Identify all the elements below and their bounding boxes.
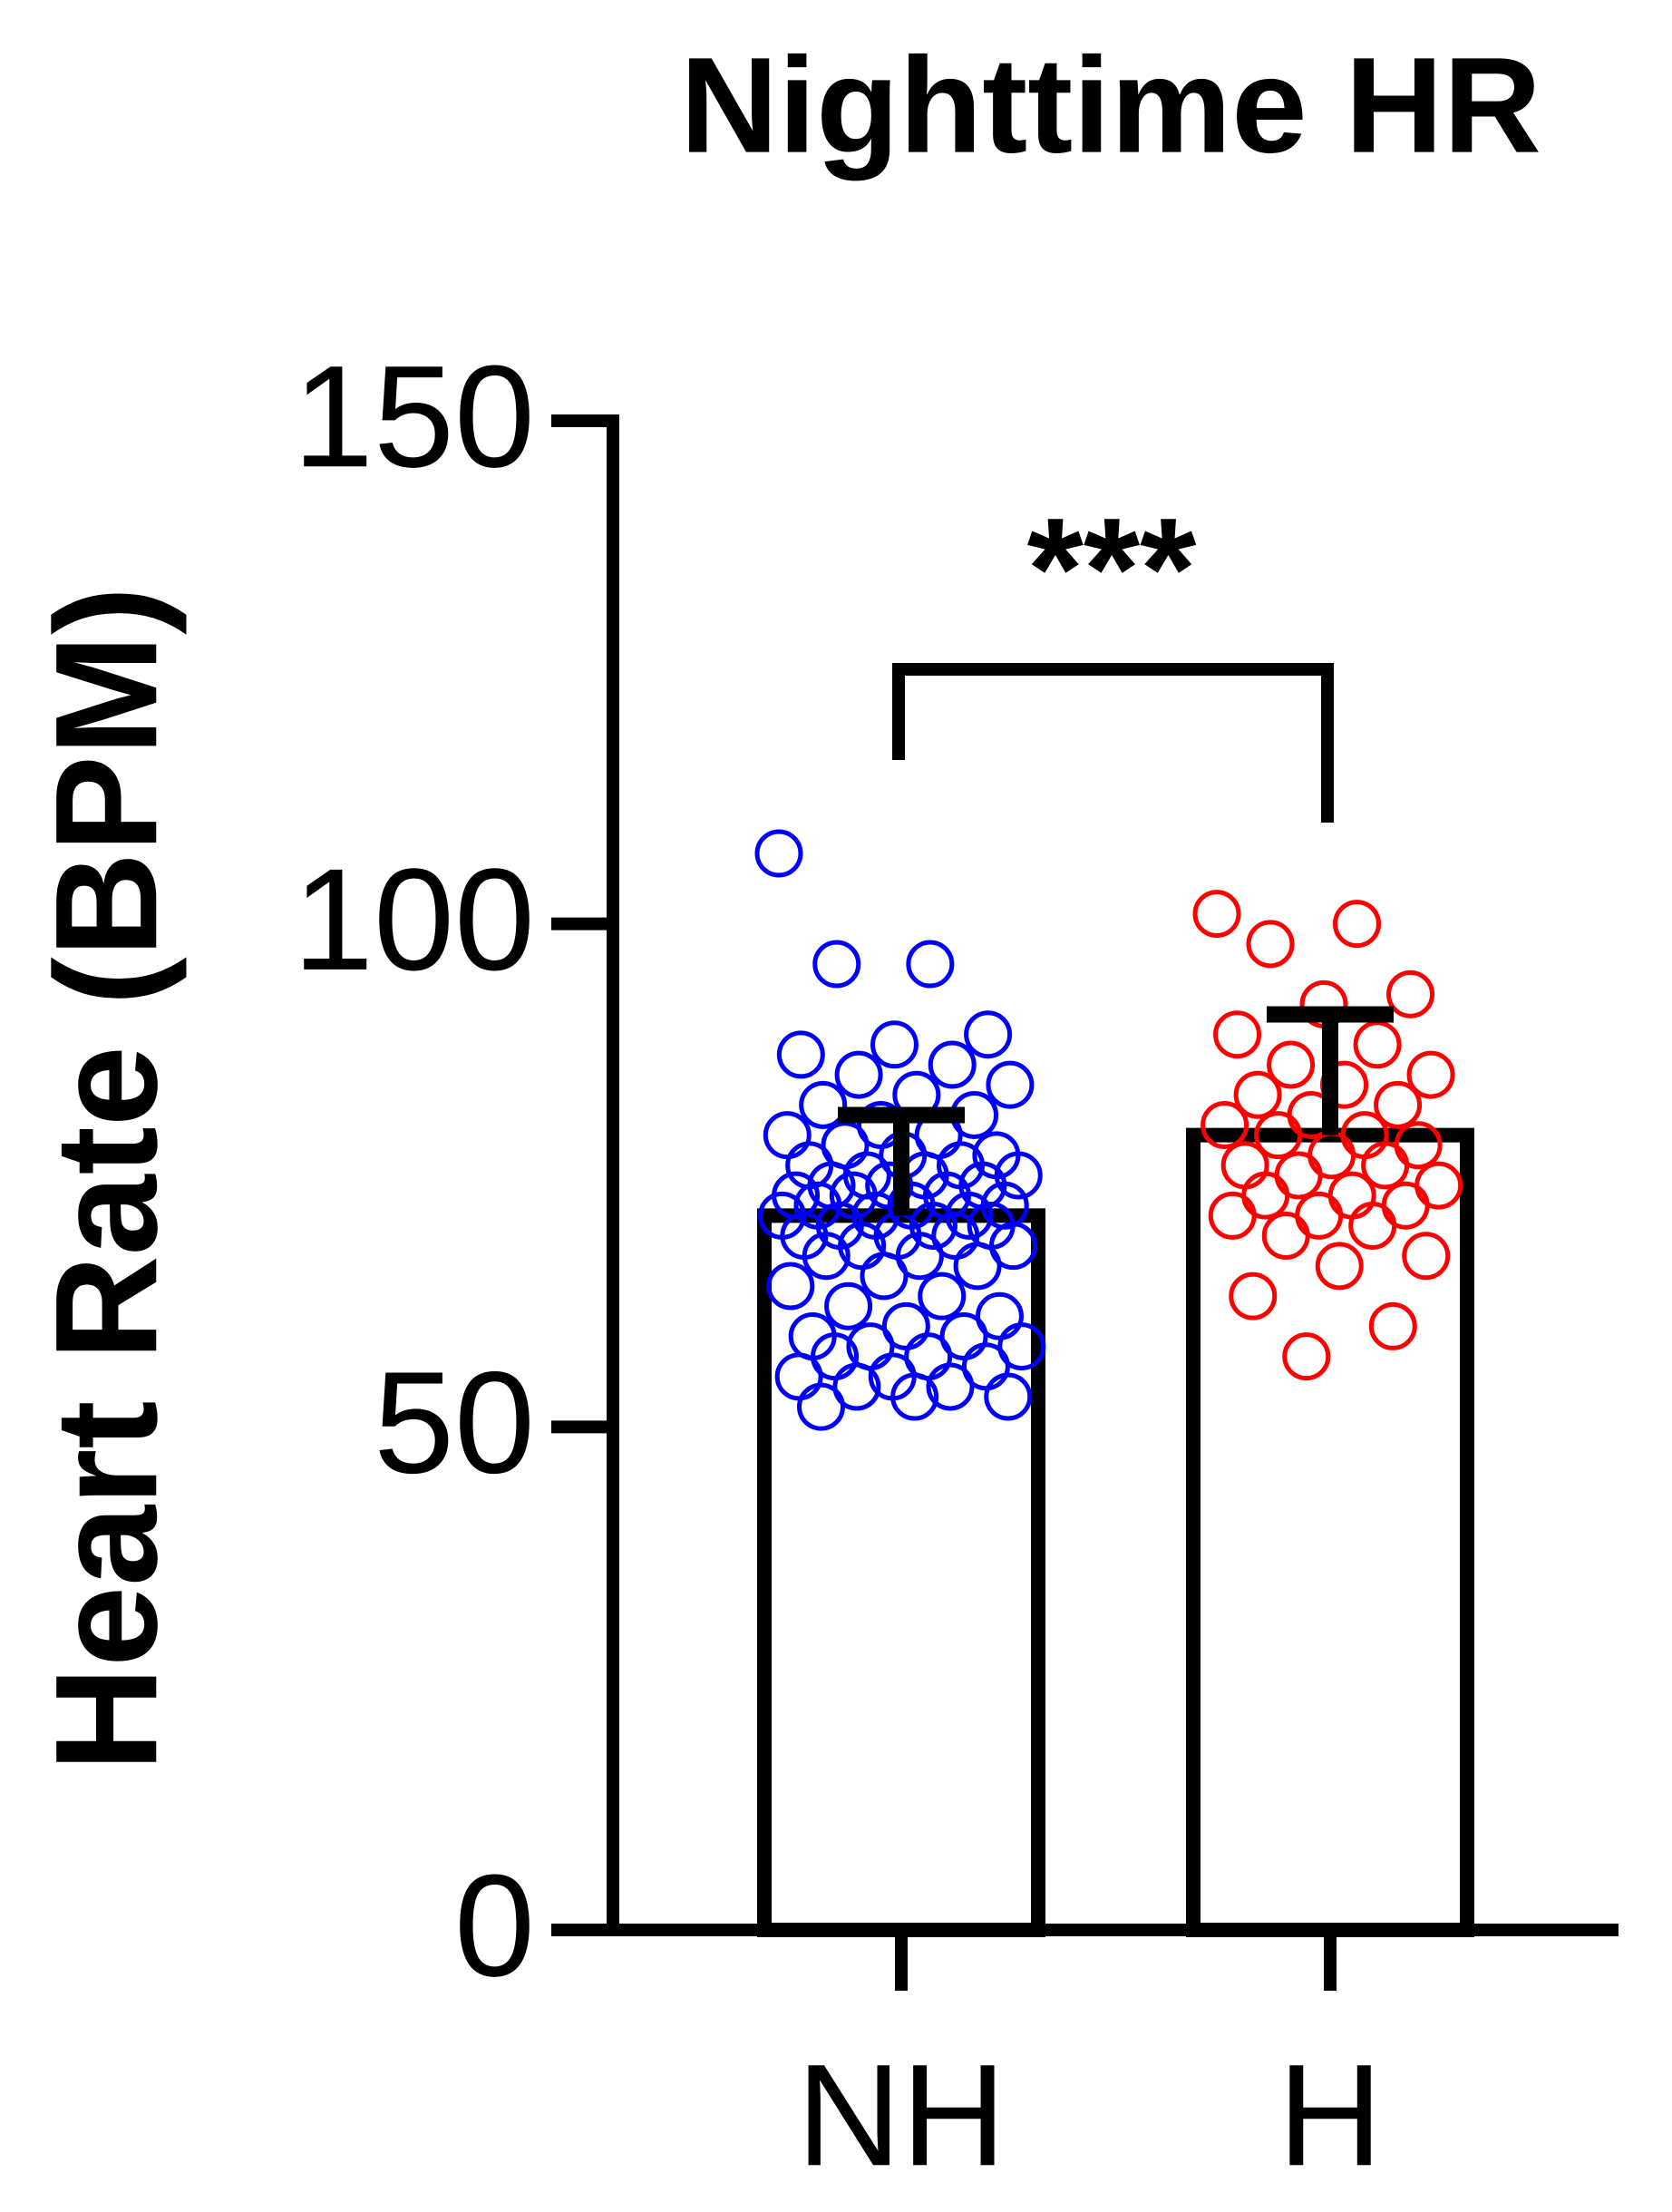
data-point (860, 1252, 909, 1301)
y-tick-label: 50 (374, 1341, 535, 1504)
data-point (994, 1151, 1043, 1200)
error-bar (838, 1106, 965, 1216)
data-point (763, 1111, 812, 1160)
chart-title: Nighttime HR (680, 29, 1541, 181)
data-point (754, 829, 803, 878)
data-point (1261, 1212, 1310, 1261)
data-point (997, 1322, 1046, 1371)
data-point (802, 1232, 851, 1281)
data-point (1246, 920, 1295, 969)
y-tick-label: 150 (293, 335, 535, 497)
data-point (984, 1372, 1033, 1421)
bar (757, 1208, 1045, 1937)
bar (1186, 1127, 1474, 1938)
data-point (799, 1080, 848, 1129)
x-tick-label: H (1278, 2033, 1383, 2196)
data-point (953, 1242, 1002, 1291)
data-point (964, 1010, 1013, 1059)
data-point (1213, 1010, 1262, 1059)
data-point (1315, 1242, 1364, 1291)
data-point (1368, 1301, 1417, 1350)
error-bar (1267, 1006, 1394, 1135)
data-point (1254, 1111, 1303, 1160)
data-point (895, 1232, 944, 1281)
data-point (1229, 1272, 1278, 1320)
data-point (1348, 1201, 1397, 1250)
y-tick-label: 100 (293, 838, 535, 1000)
data-point (926, 1362, 975, 1411)
data-point (890, 1372, 939, 1421)
data-point (928, 1040, 977, 1089)
data-point (834, 1050, 883, 1099)
data-point (796, 1382, 845, 1431)
data-point (1374, 1080, 1423, 1129)
data-point (1233, 1070, 1282, 1119)
data-point (909, 1201, 958, 1250)
data-point (1406, 1050, 1455, 1099)
significance-bracket (892, 663, 1334, 823)
data-point (1333, 900, 1382, 949)
data-point (1201, 1101, 1249, 1150)
y-axis-label: Heart Rate (BPM) (24, 587, 187, 1772)
data-point (812, 940, 861, 989)
data-point (1267, 1040, 1316, 1089)
data-point (906, 940, 955, 989)
data-point (824, 1281, 873, 1330)
data-point (1208, 1191, 1257, 1240)
data-point (986, 1060, 1035, 1109)
data-point (832, 1362, 881, 1411)
y-tick-label: 0 (454, 1844, 535, 2006)
x-tick-label: NH (796, 2033, 1006, 2196)
data-point (1282, 1332, 1331, 1381)
data-point (776, 1030, 825, 1079)
data-point (870, 1020, 919, 1069)
data-point (766, 1262, 815, 1311)
significance-label: *** (1027, 487, 1198, 649)
data-point (1192, 890, 1241, 939)
data-point (1402, 1232, 1451, 1281)
data-point (1386, 970, 1435, 1018)
data-point (1353, 1020, 1402, 1069)
data-point (989, 1222, 1038, 1271)
data-point (918, 1272, 967, 1320)
data-point (1361, 1141, 1410, 1190)
